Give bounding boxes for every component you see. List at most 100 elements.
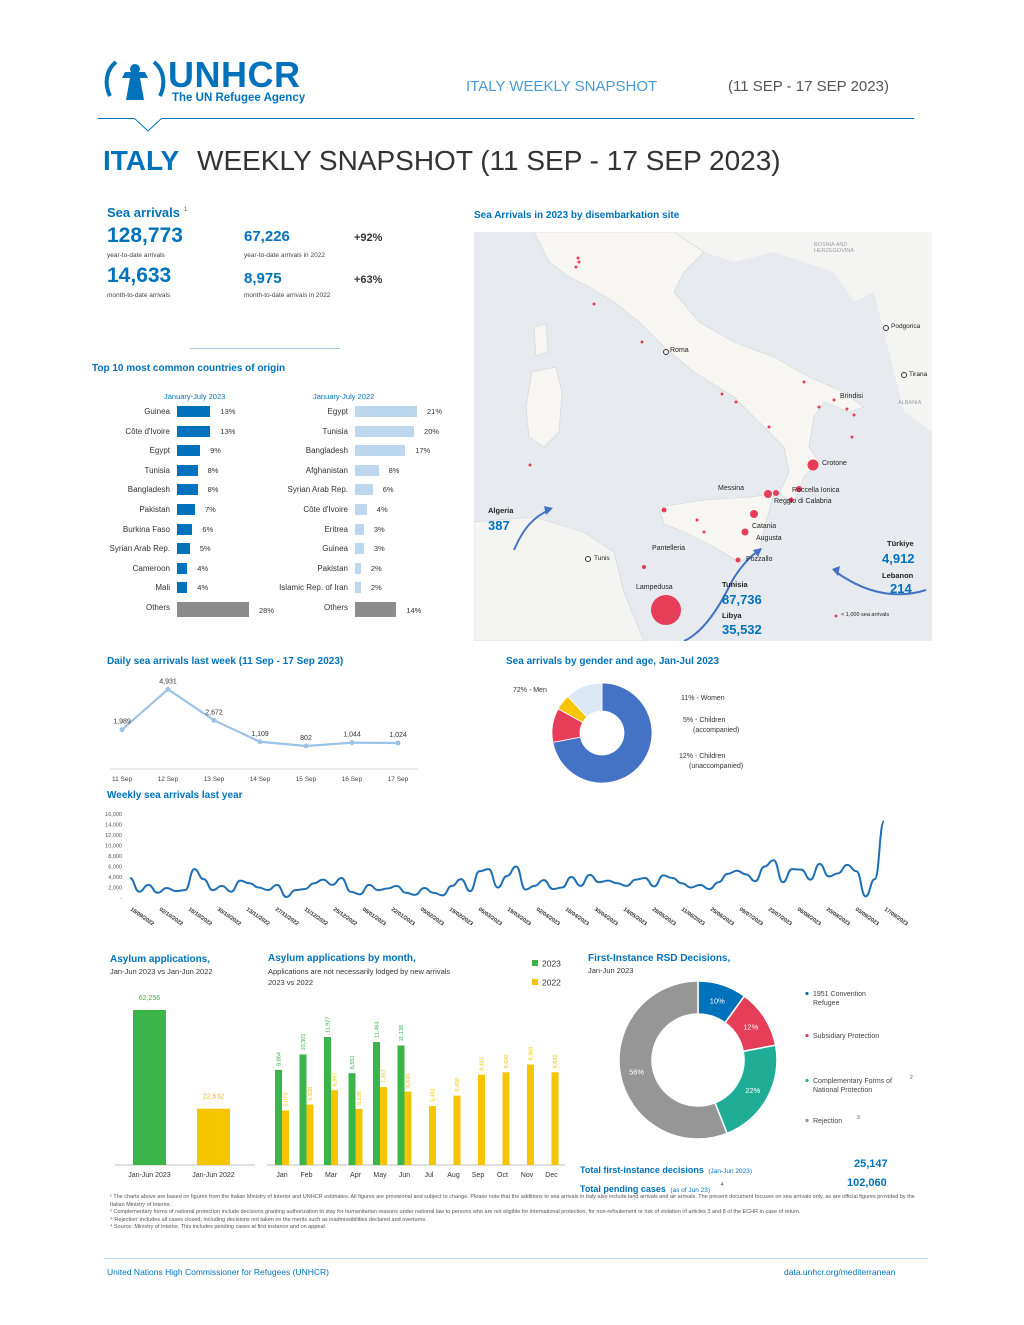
asylum-monthly-bar: [324, 1037, 331, 1165]
top10-bar: [355, 543, 364, 555]
rsd-chart: 10% 12% 22% 56% 1951 Convention Refugee Subsid…: [618, 980, 913, 1140]
top10-pct: 21%: [427, 407, 443, 416]
weekly-x-tick: 28/05/2023: [651, 907, 677, 928]
daily-point: [119, 727, 125, 733]
rsd-legend-label: Complementary Forms of: [813, 1078, 892, 1085]
rsd-decisions-label-wrap: Total first-instance decisions (Jan-Jun …: [580, 1160, 752, 1178]
map-label-catania: Catania: [752, 523, 777, 530]
top10-country-label: Islamic Rep. of Iran: [279, 583, 348, 593]
gender-chart-title: Sea arrivals by gender and age, Jan-Jul …: [506, 656, 719, 667]
weekly-x-tick: 02/04/2023: [535, 907, 561, 928]
weekly-y-tick: 14,000: [105, 823, 122, 829]
header-divider: [98, 118, 914, 119]
footnotes: ¹ The charts above are based on figures …: [110, 1194, 925, 1232]
top10-pct: 13%: [220, 407, 236, 416]
daily-value-label: 4,931: [159, 678, 177, 685]
asylum-monthly-category: Sep: [472, 1172, 485, 1179]
footer-divider: [104, 1258, 928, 1259]
asylum-monthly-category: Aug: [447, 1172, 460, 1179]
sea-arrivals-title: Sea arrivals: [107, 205, 181, 220]
mtd-prev-label: month-to-date arrivals in 2022: [244, 292, 331, 299]
asylum-monthly-bar: [429, 1106, 436, 1165]
asylum-total-title: Asylum applications,: [110, 954, 211, 965]
top10-country-label: Others: [323, 603, 348, 612]
rsd-legend-note: 2: [910, 1075, 913, 1081]
weekly-x-tick: 23/07/2023: [767, 907, 793, 928]
daily-point: [211, 717, 217, 723]
weekly-x-tick: 30/04/2023: [593, 907, 619, 928]
asylum-monthly-bar: [355, 1108, 363, 1165]
mtd-value: 14,633: [107, 264, 172, 287]
rsd-decisions-value: 25,147: [854, 1158, 888, 1170]
rsd-pending-period: (as of Jun 23): [670, 1187, 711, 1194]
unhcr-emblem-icon: [104, 60, 166, 100]
weekly-line: [129, 820, 885, 898]
origin-tunisia-label: Tunisia: [722, 580, 748, 589]
mtd-change: +63%: [354, 274, 383, 286]
asylum-monthly-bar: [551, 1072, 559, 1165]
asylum-monthly-category: Apr: [350, 1172, 362, 1179]
weekly-chart-title: Weekly sea arrivals last year: [107, 790, 243, 801]
daily-x-tick: 17 Sep: [388, 776, 409, 783]
top10-bar: [177, 602, 249, 617]
asylum-monthly-bar: [299, 1054, 307, 1165]
top10-bar: [177, 425, 211, 437]
top10-pct: 3%: [373, 544, 385, 554]
asylum-monthly-value: 5,492: [431, 1088, 437, 1102]
asylum-monthly-subtitle2: 2023 vs 2022: [268, 978, 314, 987]
arrivals-map: Roma Podgorica Tirana BOSNIA AND HERZEGO…: [474, 232, 932, 641]
footer-link[interactable]: data.unhcr.org/mediterranean: [784, 1267, 896, 1277]
top10-bar: [177, 543, 190, 555]
weekly-x-tick: 17/09/2023: [883, 907, 909, 928]
header-snapshot-label: ITALY WEEKLY SNAPSHOT: [466, 78, 658, 95]
map-label-pantelleria: Pantelleria: [652, 545, 686, 552]
top10-bar: [177, 562, 188, 574]
rsd-legend-label: 1951 Convention: [813, 991, 866, 998]
weekly-y-tick: 16,000: [105, 812, 122, 818]
asylum-total-bar: [133, 1010, 166, 1165]
top10-pct: 2%: [370, 583, 382, 593]
daily-value-label: 1,109: [251, 731, 269, 738]
top10-pct: 4%: [197, 583, 209, 593]
asylum-monthly-bar: [348, 1073, 356, 1165]
rsd-legend-label: Rejection: [813, 1118, 842, 1125]
map-canvas: [474, 232, 932, 641]
asylum-monthly-category: Jul: [425, 1172, 434, 1179]
top10-country-label: Bangladesh: [127, 485, 170, 495]
weekly-x-tick: 22/01/2023: [390, 907, 416, 928]
rsd-legend-label: Subsidiary Protection: [813, 1033, 879, 1040]
weekly-y-tick: 2,000: [108, 886, 122, 892]
weekly-x-tick: 25/06/2023: [709, 907, 735, 928]
top10-left-chart: Guinea 13% Côte d'Ivoire 13% Egypt 9% Tunisia 8…: [90, 405, 274, 625]
asylum-monthly-bar: [397, 1045, 405, 1165]
logo-sub-text: The UN Refugee Agency: [172, 92, 306, 104]
asylum-monthly-legend-label: 2022: [542, 978, 561, 988]
top10-right-title: January-July 2022: [313, 392, 375, 401]
rsd-pending-value: 102,060: [847, 1177, 887, 1189]
map-label-roccella: Roccella Ionica: [792, 487, 840, 494]
sea-arrivals-divider: [190, 348, 340, 349]
top10-bar: [177, 445, 201, 457]
weekly-x-tick: 03/09/2023: [854, 907, 880, 928]
gender-legend-label: 72% - Men: [513, 687, 547, 694]
top10-bar: [355, 445, 406, 457]
daily-x-tick: 14 Sep: [250, 776, 271, 783]
weekly-x-tick: 13/11/2022: [245, 907, 271, 928]
mtd-prev-value: 8,975: [244, 270, 282, 287]
asylum-monthly-bar: [275, 1069, 282, 1165]
page-title-rest: WEEKLY SNAPSHOT (11 SEP - 17 SEP 2023): [197, 145, 781, 176]
asylum-monthly-bar: [306, 1104, 314, 1165]
asylum-monthly-bar: [478, 1074, 485, 1165]
asylum-monthly-bar: [331, 1090, 338, 1165]
rsd-legend-note: 3: [857, 1115, 860, 1121]
footnote-4: ⁴ Source: Ministry of Interior. This inc…: [110, 1224, 327, 1230]
top10-country-label: Eritrea: [324, 524, 348, 534]
map-label-podgorica: Podgorica: [891, 323, 921, 330]
asylum-monthly-value: 5,226: [357, 1091, 363, 1105]
top10-bar: [177, 582, 188, 594]
weekly-x-tick: 05/03/2023: [477, 907, 503, 928]
daily-point: [165, 686, 171, 692]
asylum-monthly-legend-swatch: [532, 960, 538, 966]
origin-lebanon-label: Lebanon: [882, 571, 914, 580]
weekly-x-tick: 25/12/2022: [332, 907, 358, 928]
